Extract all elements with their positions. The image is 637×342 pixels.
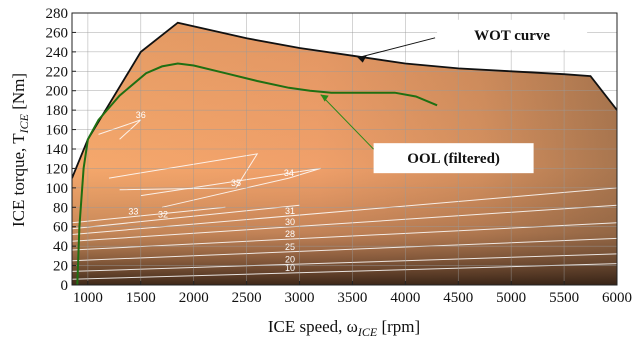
svg-text:ICE speed, ωICE [rpm]: ICE speed, ωICE [rpm] (268, 317, 420, 339)
contour-label-31: 31 (285, 206, 295, 216)
contour-label-25: 25 (285, 242, 295, 252)
contour-label-33: 33 (128, 207, 138, 217)
contour-label-20: 20 (285, 254, 295, 264)
x-tick-label: 3000 (285, 290, 315, 306)
efficiency-map-background (72, 13, 617, 285)
ool-annotation-text: OOL (filtered) (407, 151, 500, 167)
wot-annotation-arrow (357, 37, 436, 59)
y-tick-label: 40 (53, 239, 68, 255)
efficiency-region-shade (72, 22, 617, 285)
y-tick-label: 100 (46, 181, 69, 197)
wot-curve-line (72, 21, 617, 179)
contour-line-25 (72, 237, 617, 262)
x-tick-label: 4500 (443, 290, 473, 306)
x-tick-label: 2000 (179, 290, 209, 306)
y-tick-label: 140 (46, 142, 69, 158)
contour-label-32: 32 (158, 209, 168, 219)
y-tick-label: 200 (46, 84, 69, 100)
y-tick-label: 260 (46, 25, 69, 41)
svg-text:ICE torque, TICE [Nm]: ICE torque, TICE [Nm] (9, 73, 31, 227)
contour-label-34: 34 (284, 168, 294, 178)
ool-curve-line (76, 62, 438, 285)
annotations: WOT curve OOL (filtered) (320, 19, 588, 174)
contour-line-32 (72, 204, 300, 230)
contour-line-30 (72, 204, 617, 242)
y-tick-label: 280 (46, 6, 69, 22)
y-tick-label: 160 (46, 123, 69, 139)
wot-annotation-text: WOT curve (474, 28, 550, 44)
x-axis-label: ICE speed, ωICE [rpm] (268, 317, 420, 339)
contour-line-20 (72, 253, 617, 272)
x-tick-label: 5000 (496, 290, 526, 306)
ool-arrow-head (320, 94, 329, 102)
y-tick-label: 80 (53, 200, 68, 216)
contour-line-28 (72, 222, 617, 251)
y-tick-label: 180 (46, 103, 69, 119)
x-tick-label: 5500 (549, 290, 579, 306)
y-tick-label: 240 (46, 45, 69, 61)
contour-label-30: 30 (285, 217, 295, 227)
x-tick-label: 4000 (390, 290, 420, 306)
x-tick-label: 1500 (126, 290, 156, 306)
contour-line-33 (72, 206, 226, 224)
x-tick-label: 2500 (232, 290, 262, 306)
contour-label-10: 10 (285, 263, 295, 273)
y-axis-label: ICE torque, TICE [Nm] (9, 73, 31, 227)
contour-line-10 (72, 263, 617, 280)
y-tick-label: 0 (61, 278, 69, 294)
x-tick-label: 3500 (337, 290, 367, 306)
x-tick-label: 1000 (73, 290, 103, 306)
y-tick-label: 60 (53, 220, 68, 236)
wot-annotation-box (437, 19, 588, 50)
contour-label-35: 35 (231, 178, 241, 188)
ool-annotation-arrow (320, 94, 374, 150)
x-tick-label: 6000 (602, 290, 632, 306)
y-tick-label: 220 (46, 64, 69, 80)
axes: 1000 1500 2000 2500 3000 3500 4000 4500 5000 5500… (46, 6, 633, 306)
wot-arrow-head (357, 55, 367, 63)
y-tick-label: 20 (53, 259, 68, 275)
y-tick-label: 120 (46, 161, 69, 177)
contour-label-28: 28 (285, 229, 295, 239)
ool-annotation-box (373, 143, 534, 174)
series-lines (72, 21, 617, 285)
contour-line-34 (140, 167, 321, 208)
